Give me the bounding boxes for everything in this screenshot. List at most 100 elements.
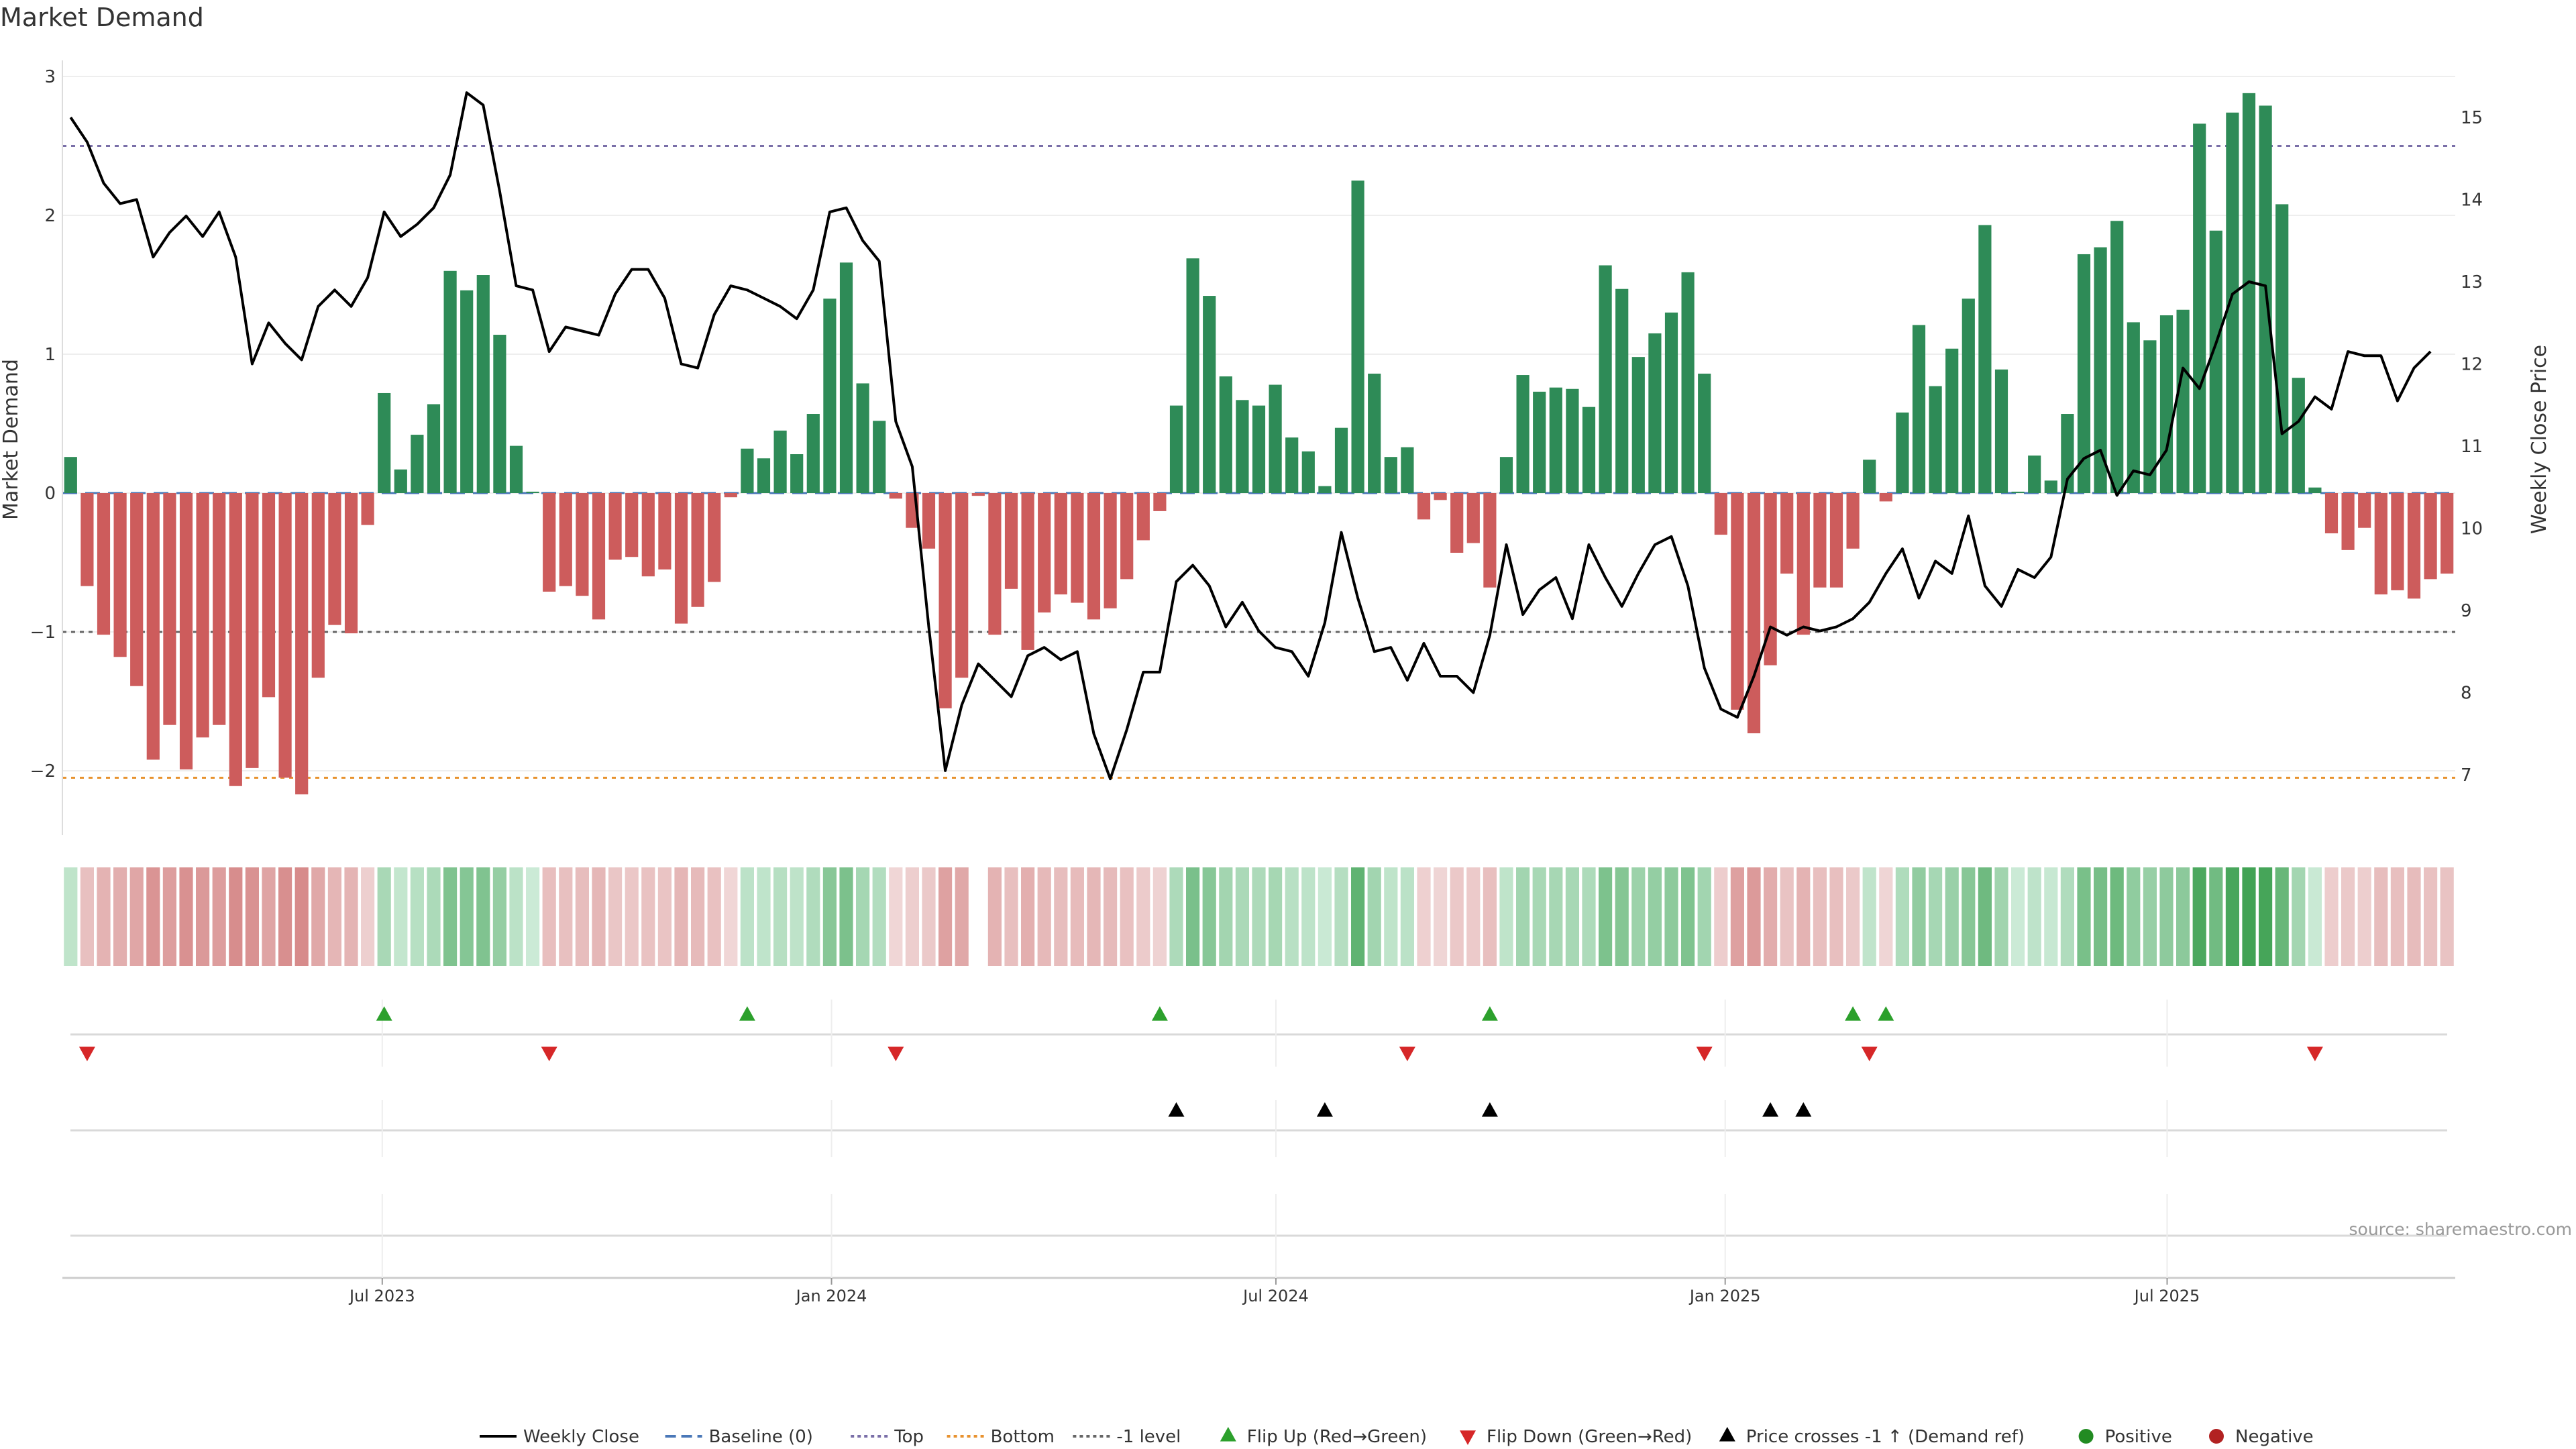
heat-cell [1747, 867, 1761, 966]
negative-bar [1450, 493, 1464, 553]
heat-cell [526, 867, 540, 966]
negative-bar [97, 493, 111, 635]
negative-bar [344, 493, 358, 634]
negative-bar [674, 493, 688, 624]
heat-cell [938, 867, 953, 966]
legend-label: Baseline (0) [709, 1427, 813, 1447]
positive-bar [1269, 384, 1282, 493]
x-tick-label: Jan 2025 [1688, 1287, 1761, 1305]
heat-cell [1615, 867, 1629, 966]
negative-bar [328, 493, 341, 625]
heat-cell [592, 867, 606, 966]
heat-cell [212, 867, 226, 966]
negative-bar [1136, 493, 1150, 541]
heat-cell [1021, 867, 1035, 966]
positive-bar [757, 458, 771, 493]
positive-bar [873, 421, 886, 493]
heat-cell [575, 867, 589, 966]
negative-bar [1153, 493, 1167, 511]
negative-bar [1038, 493, 1051, 613]
heat-cell [2390, 867, 2404, 966]
negative-bar [1054, 493, 1067, 595]
positive-bar [1499, 457, 1513, 493]
positive-bar [1285, 437, 1299, 493]
heat-cell [1252, 867, 1266, 966]
positive-bar [1863, 460, 1876, 493]
heat-cell [2324, 867, 2339, 966]
heat-cell [1483, 867, 1497, 966]
heat-cell [1499, 867, 1513, 966]
positive-bar [2275, 204, 2289, 493]
positive-bar [1994, 369, 2008, 493]
heat-cell [1549, 867, 1563, 966]
heat-cell [872, 867, 886, 966]
positive-bar [2159, 315, 2174, 493]
heat-cell [657, 867, 672, 966]
heat-cell [113, 867, 127, 966]
negative-bar [1120, 493, 1134, 580]
heat-cell [1764, 867, 1778, 966]
y2-tick-label: 12 [2461, 355, 2483, 375]
heat-cell [1929, 867, 1943, 966]
price-cross-marker [1316, 1102, 1333, 1117]
heat-cell [492, 867, 506, 966]
heat-cell [410, 867, 424, 966]
heat-cell [1070, 867, 1084, 966]
flip-down-marker [78, 1046, 95, 1061]
heat-cell [509, 867, 523, 966]
heat-cell [905, 867, 919, 966]
heat-cell [2127, 867, 2141, 966]
heat-cell [162, 867, 176, 966]
flip-down-marker [2306, 1046, 2323, 1061]
positive-bar [1549, 387, 1562, 493]
negative-bar [988, 493, 1002, 635]
positive-bar [1368, 373, 1381, 493]
positive-bar [1648, 333, 1662, 493]
negative-bar [2424, 493, 2437, 580]
positive-bar [856, 383, 869, 493]
negative-bar [658, 493, 672, 570]
negative-bar [1021, 493, 1034, 650]
flip-up-marker [376, 1006, 392, 1021]
heat-cell [1994, 867, 2008, 966]
heat-cell [922, 867, 936, 966]
heat-cell [1434, 867, 1448, 966]
positive-bar [1301, 451, 1315, 493]
x-tick-label: Jul 2024 [1242, 1287, 1309, 1305]
positive-bar [1334, 427, 1348, 493]
heat-cell [773, 867, 788, 966]
negative-bar [1846, 493, 1860, 549]
heat-cell [2094, 867, 2108, 966]
negative-bar [1104, 493, 1117, 608]
legend-label: Price crosses -1 ↑ (Demand ref) [1746, 1427, 2025, 1447]
heat-cell [1631, 867, 1646, 966]
heat-cell [2044, 867, 2058, 966]
negative-bar [592, 493, 606, 620]
heat-cell [1285, 867, 1299, 966]
negative-bar [1417, 493, 1431, 520]
heat-cell [625, 867, 639, 966]
heat-cell [2407, 867, 2421, 966]
positive-bar [1698, 373, 1711, 493]
heat-cell [262, 867, 276, 966]
heat-cell [1813, 867, 1827, 966]
negative-bar [1796, 493, 1810, 635]
negative-bar [1466, 493, 1480, 543]
negative-bar [1879, 493, 1892, 502]
heat-cell [2077, 867, 2091, 966]
heat-cell [691, 867, 705, 966]
heat-cell [2308, 867, 2322, 966]
heat-cell [245, 867, 259, 966]
positive-bar [1929, 386, 1942, 493]
y2-tick-label: 7 [2461, 765, 2472, 786]
positive-bar [2292, 378, 2305, 493]
heat-cell [146, 867, 160, 966]
heat-cell [1466, 867, 1481, 966]
negative-bar [559, 493, 572, 586]
negative-bar [1829, 493, 1843, 588]
heat-cell [1829, 867, 1843, 966]
flip-up-marker [1481, 1006, 1498, 1021]
positive-bar [1945, 348, 1959, 493]
y-tick-label: −1 [30, 623, 56, 643]
